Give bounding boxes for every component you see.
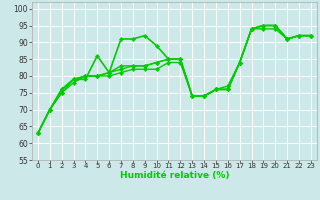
X-axis label: Humidité relative (%): Humidité relative (%) [120, 171, 229, 180]
